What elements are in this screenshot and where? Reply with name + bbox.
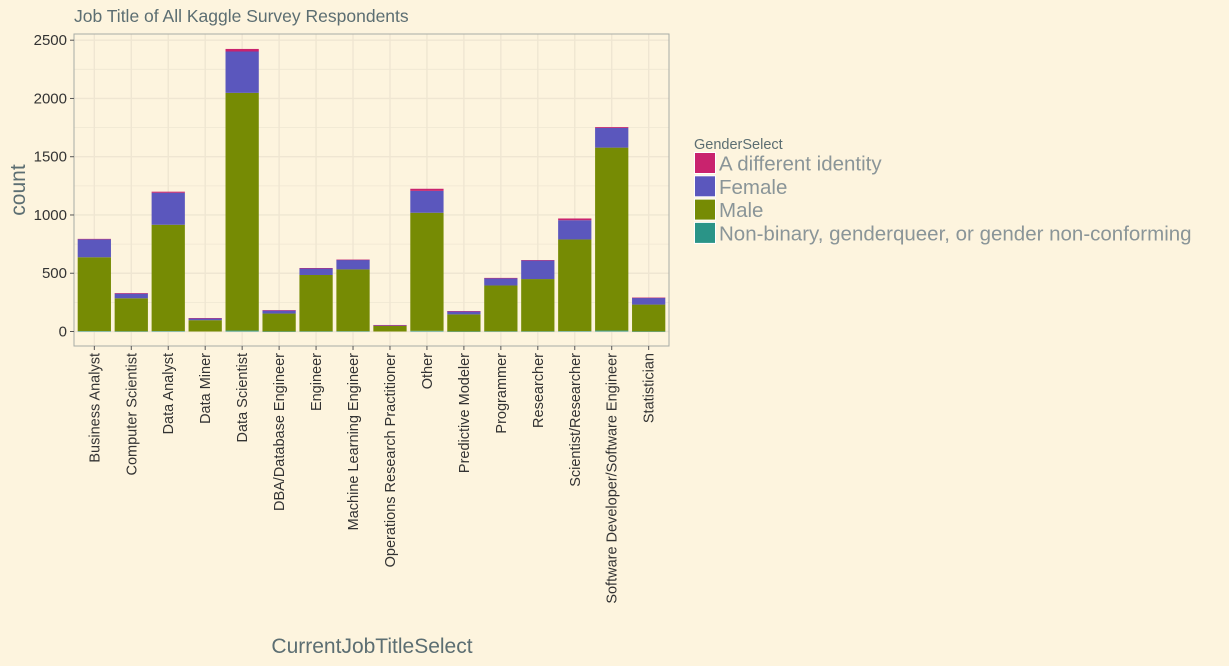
bar-segment (114, 293, 148, 299)
x-tick-label: Operations Research Practitioner (383, 353, 399, 568)
bar-segment (373, 325, 407, 326)
bar-segment (77, 331, 111, 332)
x-tick-label: Computer Scientist (124, 353, 140, 476)
bar-segment (299, 268, 333, 275)
x-tick-label: Statistician (642, 353, 658, 423)
bar-segment (521, 279, 555, 332)
bar-segment (410, 188, 444, 191)
x-tick-label: Software Developer/Software Engineer (605, 353, 621, 604)
bar-segment (595, 127, 629, 148)
plot-border (73, 33, 670, 347)
x-tick-label: Programmer (494, 353, 510, 434)
legend-swatch (694, 221, 716, 244)
bar-segment (632, 331, 666, 332)
bar-segment (336, 269, 370, 332)
bar-segment (77, 257, 111, 332)
bar-segment (188, 318, 222, 319)
bar-segment (151, 224, 185, 332)
legend-label: Non-binary, genderqueer, or gender non-c… (719, 222, 1192, 245)
legend-label: Female (719, 176, 787, 199)
bar-segment (447, 331, 481, 332)
x-tick-label: Business Analyst (87, 353, 103, 463)
x-tick-label: Scientist/Researcher (568, 353, 584, 487)
y-tick-label: 1000 (34, 207, 67, 224)
bar-segment (484, 331, 518, 332)
bar-segment (521, 260, 555, 280)
bar-segment (632, 297, 666, 305)
x-tick-label: DBA/Database Engineer (272, 353, 288, 511)
bar-segment (632, 297, 666, 299)
bar-segment (114, 331, 148, 332)
bar-segment (225, 330, 259, 332)
bar-segment (151, 192, 185, 225)
y-tick-label: 2000 (34, 90, 67, 107)
x-tick-label: Data Analyst (161, 353, 177, 434)
y-axis-label: count (7, 164, 30, 216)
bar-segment (114, 298, 148, 332)
bar-segment (595, 127, 629, 128)
bar-segment (447, 314, 481, 332)
bar-segment (373, 324, 407, 326)
bar-segment (447, 311, 481, 312)
bar-segment (632, 304, 666, 332)
x-tick-label: Machine Learning Engineer (346, 353, 362, 531)
bar-segment (151, 191, 185, 193)
y-tick-label: 0 (59, 324, 67, 341)
legend-label: Male (719, 199, 763, 222)
bar-segment (151, 331, 185, 332)
bar-segment (410, 190, 444, 213)
bar-segment (225, 51, 259, 93)
bar-segment (225, 92, 259, 331)
y-tick-label: 500 (42, 265, 67, 282)
bar-segment (484, 278, 518, 286)
x-tick-label: Predictive Modeler (457, 353, 473, 473)
bar-segment (77, 239, 111, 258)
bar-segment (114, 293, 148, 294)
bar-segment (373, 325, 407, 332)
x-tick-label: Researcher (531, 353, 547, 428)
chart-title: Job Title of All Kaggle Survey Responden… (74, 6, 409, 26)
bar-segment (336, 331, 370, 332)
legend-title: GenderSelect (694, 137, 783, 153)
bar-segment (558, 331, 592, 332)
bar-segment (410, 330, 444, 332)
legend-swatch (694, 198, 716, 221)
bar-segment (558, 239, 592, 332)
x-tick-label: Other (420, 353, 436, 389)
bar-segment (595, 147, 629, 331)
bar-segment (262, 310, 296, 311)
x-axis-label: CurrentJobTitleSelect (271, 635, 472, 658)
legend-swatch (694, 152, 716, 174)
bar-segment (299, 331, 333, 332)
bar-segment (521, 260, 555, 261)
bar-segment (225, 48, 259, 52)
bar-segment (262, 310, 296, 314)
bar-segment (410, 212, 444, 331)
x-tick-label: Data Scientist (235, 353, 251, 442)
bar-segment (336, 259, 370, 261)
bar-segment (188, 320, 222, 332)
x-tick-label: Engineer (309, 353, 325, 411)
bar-segment (521, 331, 555, 332)
bar-segment (484, 285, 518, 332)
legend-swatch (694, 175, 716, 198)
bar-segment (447, 311, 481, 315)
bar-segment (299, 267, 333, 269)
x-tick-label: Data Miner (198, 353, 214, 424)
y-tick-label: 1500 (34, 149, 67, 166)
bar-segment (262, 313, 296, 332)
bar-segment (595, 330, 629, 332)
bar-segment (188, 318, 222, 321)
bar-segment (484, 277, 518, 279)
bar-segment (558, 220, 592, 240)
y-tick-label: 2500 (34, 32, 67, 49)
legend-label: A different identity (719, 153, 882, 176)
bar-segment (336, 259, 370, 270)
bar-segment (262, 331, 296, 332)
bar-segment (77, 238, 111, 240)
bar-segment (558, 218, 592, 221)
bar-segment (299, 274, 333, 332)
